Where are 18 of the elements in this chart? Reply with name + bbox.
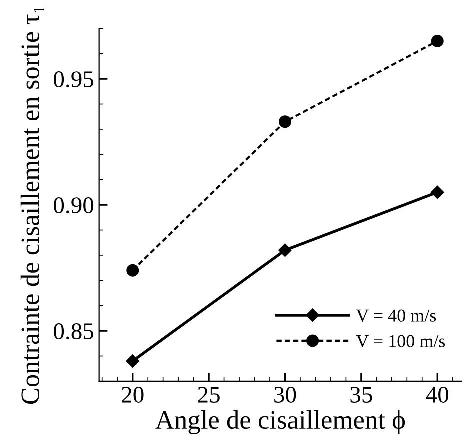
x-tick-label: 40 xyxy=(426,387,449,403)
point xyxy=(126,264,140,277)
point xyxy=(431,186,444,200)
x-tick-label: 30 xyxy=(274,387,296,403)
y-tick-label: 0.95 xyxy=(54,72,94,88)
point xyxy=(126,354,140,368)
x-axis-title: Angle de cisaillement ϕ xyxy=(156,410,406,435)
point xyxy=(278,244,292,258)
point xyxy=(278,116,292,128)
legend-label: V = 100 m/s xyxy=(356,335,446,348)
x-tick-label: 20 xyxy=(122,387,144,403)
y-axis-title: Contrainte de cisaillement en sortie τ₁ xyxy=(20,6,44,404)
legend-label: V = 40 m/s xyxy=(356,310,436,322)
x-tick-label: 25 xyxy=(198,387,220,403)
x-tick-label: 35 xyxy=(350,387,372,403)
y-tick-label: 0.90 xyxy=(54,198,94,214)
y-tick-label: 0.85 xyxy=(54,324,94,340)
point xyxy=(431,35,444,48)
